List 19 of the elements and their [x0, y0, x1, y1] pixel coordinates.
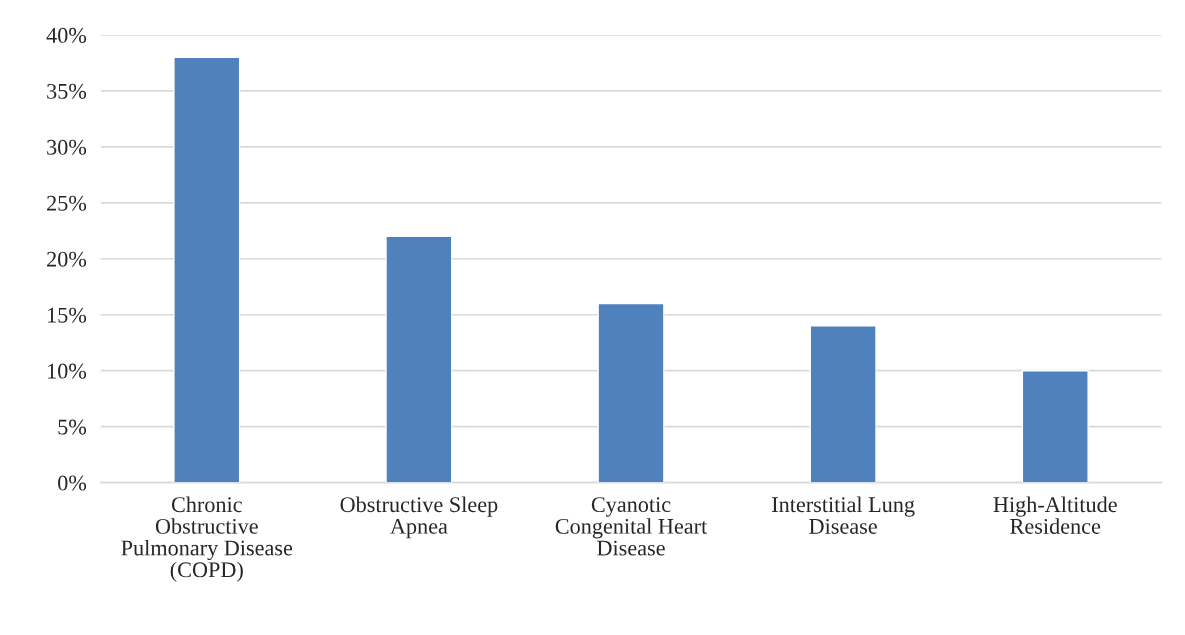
y-tick-label: 25%: [47, 195, 87, 211]
x-tick-label: Cyanotic Congenital Heart Disease: [555, 497, 708, 556]
y-tick-label: 15%: [48, 307, 87, 323]
y-tick-label: 0%: [58, 475, 87, 491]
y-tick-label: 5%: [58, 419, 87, 435]
bar: [385, 235, 453, 483]
x-tick-label: Obstructive Sleep Apnea: [340, 496, 498, 539]
bar: [597, 302, 665, 483]
y-tick-label: 20%: [47, 251, 87, 267]
y-tick-label: 10%: [48, 363, 87, 379]
bar: [173, 56, 241, 483]
x-tick-label: High-Altitude Residence: [993, 496, 1117, 534]
y-tick-label: 30%: [47, 139, 87, 155]
y-tick-label: 40%: [46, 27, 87, 43]
bar: [1021, 369, 1089, 483]
x-tick-label: Chronic Obstructive Pulmonary Disease (COPD): [121, 496, 293, 582]
y-tick-label: 35%: [47, 83, 87, 99]
bar: [809, 325, 877, 483]
x-tick-label: Interstitial Lung Disease: [772, 496, 915, 534]
